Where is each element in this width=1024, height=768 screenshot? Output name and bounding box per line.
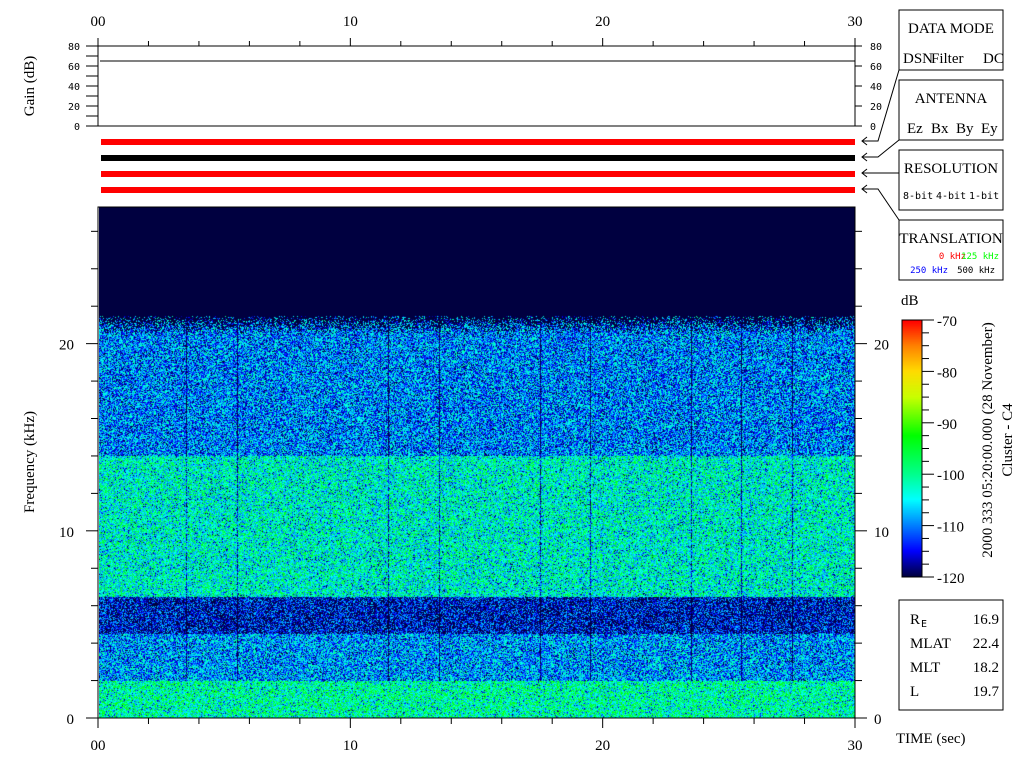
legend-item: 250 kHz bbox=[910, 266, 948, 276]
gain-tick-label-right: 80 bbox=[870, 42, 882, 53]
colorbar-label: dB bbox=[901, 293, 919, 309]
legend-item: Bx bbox=[931, 121, 949, 137]
x-tick-label: 30 bbox=[848, 738, 863, 754]
gain-tick-label-right: 20 bbox=[870, 102, 882, 113]
y-tick-label-right: 20 bbox=[874, 338, 889, 354]
legend-item: DSN bbox=[903, 51, 933, 67]
y-tick-label-right: 0 bbox=[874, 712, 882, 728]
x-tick-label-top: 20 bbox=[595, 14, 610, 30]
spacecraft-label: Cluster - C4 bbox=[1000, 403, 1016, 477]
ephemeris-value: 18.2 bbox=[973, 660, 999, 676]
gain-frame bbox=[98, 46, 855, 126]
spectrogram-frame bbox=[98, 207, 855, 718]
x-axis-label: TIME (sec) bbox=[896, 731, 966, 747]
ephemeris-value: 19.7 bbox=[973, 684, 1000, 700]
legend-item: 4-bit bbox=[936, 191, 966, 202]
gain-tick-label: 60 bbox=[68, 62, 80, 73]
indicator-bar-antenna bbox=[101, 155, 855, 161]
gain-panel: 80 80 60 60 40 40 20 20 0 0 Gain (dB) bbox=[22, 38, 882, 133]
ephemeris-label: L bbox=[910, 684, 919, 700]
x-tick-label-top: 30 bbox=[848, 14, 863, 30]
colorbar-tick-label: -120 bbox=[937, 571, 965, 587]
gain-tick-label-right: 60 bbox=[870, 62, 882, 73]
legend-item: Ez bbox=[907, 121, 923, 137]
legend-item: By bbox=[956, 121, 974, 137]
legend-item: DC bbox=[983, 51, 1004, 67]
colorbar-frame bbox=[902, 320, 922, 577]
x-tick-label-top: 10 bbox=[343, 14, 358, 30]
indicator-bar-resolution bbox=[101, 171, 855, 177]
gain-axis-label: Gain (dB) bbox=[22, 56, 38, 116]
ephemeris-value: 16.9 bbox=[973, 612, 999, 628]
x-tick-label-top: 00 bbox=[91, 14, 106, 30]
legend-title: DATA MODE bbox=[908, 21, 994, 37]
gain-tick-label-right: 0 bbox=[870, 122, 876, 133]
colorbar-tick-label: -90 bbox=[937, 417, 957, 433]
legend-item: 1-bit bbox=[969, 191, 999, 202]
legend-item: Filter bbox=[931, 51, 964, 67]
colorbar-tick-label: -80 bbox=[937, 365, 957, 381]
y-tick-label: 10 bbox=[59, 525, 74, 541]
timestamp: 2000 333 05:20:00.000 (28 November) bbox=[980, 322, 996, 557]
y-axis-label: Frequency (kHz) bbox=[22, 411, 38, 513]
indicator-bar-translation bbox=[101, 187, 855, 193]
y-tick-label: 0 bbox=[67, 712, 75, 728]
ephemeris-label: MLAT bbox=[910, 636, 951, 652]
y-tick-label: 20 bbox=[59, 338, 74, 354]
indicator-bar-data-mode bbox=[101, 139, 855, 145]
gain-tick-label-right: 40 bbox=[870, 82, 882, 93]
legend-title: TRANSLATION bbox=[899, 231, 1002, 247]
x-tick-label: 10 bbox=[343, 738, 358, 754]
colorbar-tick-label: -110 bbox=[937, 520, 964, 536]
legend-item: Ey bbox=[981, 121, 998, 137]
x-tick-label: 00 bbox=[91, 738, 106, 754]
x-tick-label: 20 bbox=[595, 738, 610, 754]
gain-tick-label: 80 bbox=[68, 42, 80, 53]
gain-tick-label: 0 bbox=[74, 122, 80, 133]
legend-title: ANTENNA bbox=[915, 91, 988, 107]
legend-item: 8-bit bbox=[903, 191, 933, 202]
legend-item: 125 kHz bbox=[961, 252, 999, 262]
legend-title: RESOLUTION bbox=[904, 161, 998, 177]
gain-tick-label: 40 bbox=[68, 82, 80, 93]
gain-tick-label: 20 bbox=[68, 102, 80, 113]
ephemeris-label: R bbox=[910, 612, 920, 628]
colorbar-tick-label: -70 bbox=[937, 314, 957, 330]
ephemeris-value: 22.4 bbox=[973, 636, 1000, 652]
y-tick-label-right: 10 bbox=[874, 525, 889, 541]
ephemeris-label: MLT bbox=[910, 660, 940, 676]
ephemeris-sub: E bbox=[921, 619, 927, 630]
legend-item: 500 kHz bbox=[957, 266, 995, 276]
colorbar-tick-label: -100 bbox=[937, 468, 965, 484]
